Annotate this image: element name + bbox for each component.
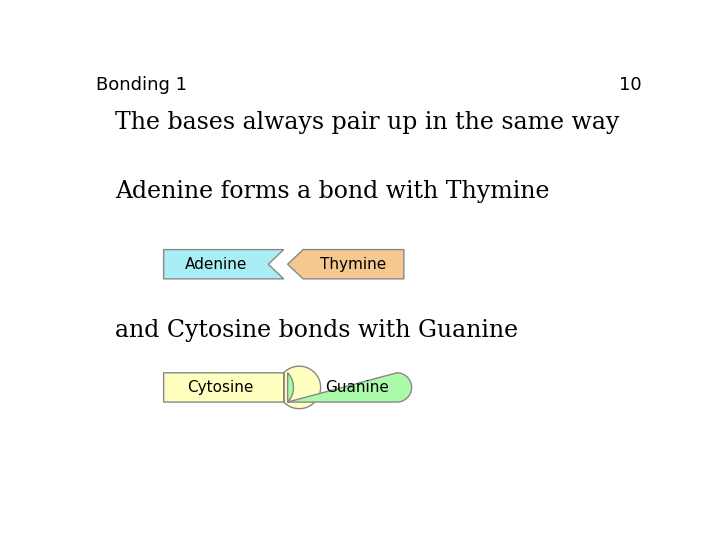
- Text: Adenine: Adenine: [185, 256, 247, 272]
- Text: Adenine forms a bond with Thymine: Adenine forms a bond with Thymine: [114, 180, 549, 203]
- Text: 10: 10: [619, 76, 642, 93]
- Polygon shape: [287, 373, 412, 402]
- Polygon shape: [163, 249, 284, 279]
- Text: and Cytosine bonds with Guanine: and Cytosine bonds with Guanine: [114, 319, 518, 342]
- Text: Thymine: Thymine: [320, 256, 387, 272]
- Text: Cytosine: Cytosine: [186, 380, 253, 395]
- Text: Guanine: Guanine: [325, 380, 390, 395]
- Text: The bases always pair up in the same way: The bases always pair up in the same way: [114, 111, 619, 134]
- Polygon shape: [287, 249, 404, 279]
- Text: Bonding 1: Bonding 1: [96, 76, 187, 93]
- Polygon shape: [163, 366, 320, 409]
